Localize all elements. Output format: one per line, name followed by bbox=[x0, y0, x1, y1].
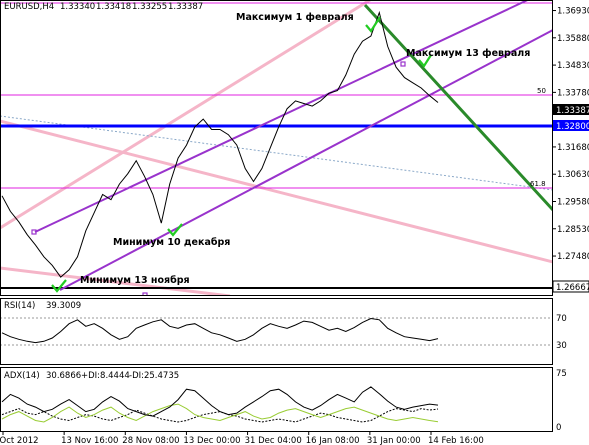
adx-panel-frame bbox=[0, 367, 553, 432]
adx-plus-di-label: +DI:8.4444 bbox=[81, 371, 130, 381]
price-tick-label: 1.27480 bbox=[557, 252, 589, 262]
adx-label: ADX(14) bbox=[4, 371, 40, 381]
annotation-min-dec10: Минимум 10 декабря bbox=[113, 237, 230, 248]
check-icon-min-dec10 bbox=[167, 223, 183, 237]
price-tick-label: 1.30630 bbox=[557, 170, 589, 180]
annotation-max-feb13: Максимум 13 февраля bbox=[406, 48, 530, 59]
low-price-box bbox=[552, 280, 589, 293]
adx-minus-di-line bbox=[1, 408, 439, 423]
support-price-label: 1.32800 bbox=[556, 122, 589, 132]
rsi-value: 39.3009 bbox=[46, 301, 81, 311]
chart-header-close: 1.33387 bbox=[168, 2, 203, 12]
support-price-box bbox=[553, 120, 589, 131]
marker-square-bottom bbox=[142, 292, 148, 295]
price-axis: 1.36930 1.35880 1.34830 1.33780 1.31680 1.306… bbox=[552, 7, 589, 262]
adx-level-75-label: 75 bbox=[556, 369, 567, 379]
time-tick-label: 30 Oct 2012 bbox=[0, 436, 39, 445]
pink-trendline-upper bbox=[1, 1, 371, 230]
adx-plus-di-line bbox=[1, 403, 439, 423]
time-tick-label: 14 Feb 16:00 bbox=[428, 436, 484, 445]
chart-header-high: 1.33418 bbox=[96, 2, 131, 12]
price-tick-label: 1.31680 bbox=[557, 143, 589, 153]
rsi-line bbox=[1, 317, 439, 344]
green-downtrend-line bbox=[363, 3, 552, 212]
pink-trendline-lower-2 bbox=[1, 266, 231, 295]
adx-line bbox=[1, 386, 439, 417]
fib-50-label: 50 bbox=[537, 87, 546, 95]
adx-minus-di-label: -DI:25.4735 bbox=[129, 371, 179, 381]
annotation-min-nov13: Минимум 13 ноября bbox=[80, 275, 190, 286]
check-icon-max-feb13 bbox=[418, 54, 432, 68]
time-tick-label: 16 Jan 08:00 bbox=[306, 436, 360, 445]
fib-618-label: 61.8 bbox=[530, 180, 546, 188]
time-tick-label: 28 Nov 08:00 bbox=[122, 436, 179, 445]
price-series-line bbox=[1, 10, 439, 278]
low-price-label: 1.26667 bbox=[556, 283, 589, 293]
check-icon-min-nov13 bbox=[51, 279, 67, 293]
chart-header-low: 1.33255 bbox=[132, 2, 167, 12]
time-tick-label: 31 Dec 04:00 bbox=[245, 436, 302, 445]
main-panel-frame bbox=[0, 0, 553, 296]
pink-trendline-lower-1 bbox=[1, 119, 552, 264]
rsi-level-70-label: 70 bbox=[556, 314, 567, 324]
chart-header-symbol: EURUSD,H4 bbox=[4, 2, 54, 12]
price-tick-label: 1.29580 bbox=[557, 197, 589, 207]
chart-header-open: 1.33340 bbox=[60, 2, 95, 12]
marker-square-left bbox=[31, 229, 37, 235]
marker-square-right bbox=[400, 61, 406, 67]
time-tick-label: 31 Jan 00:00 bbox=[367, 436, 421, 445]
adx-value: 30.6866 bbox=[46, 371, 81, 381]
time-axis: 30 Oct 2012 13 Nov 16:00 28 Nov 08:00 13 De… bbox=[0, 431, 484, 445]
current-price-box bbox=[553, 104, 589, 115]
adx-level-0-label: 0 bbox=[556, 423, 561, 433]
time-tick-label: 13 Nov 16:00 bbox=[61, 436, 118, 445]
purple-channel-lower bbox=[59, 29, 552, 291]
current-price-label: 1.33387 bbox=[556, 106, 589, 116]
dotted-trendline bbox=[1, 115, 552, 191]
price-tick-label: 1.35880 bbox=[557, 34, 589, 44]
purple-channel-upper bbox=[34, 1, 528, 233]
price-tick-label: 1.33780 bbox=[557, 88, 589, 98]
price-tick-label: 1.28530 bbox=[557, 225, 589, 235]
annotation-max-feb1: Максимум 1 февраля bbox=[236, 12, 354, 23]
rsi-panel-frame bbox=[0, 298, 553, 365]
check-icon-max-feb1 bbox=[365, 16, 381, 33]
rsi-label: RSI(14) bbox=[4, 301, 35, 311]
price-tick-label: 1.34830 bbox=[557, 61, 589, 71]
time-tick-label: 13 Dec 00:00 bbox=[183, 436, 240, 445]
rsi-level-30-label: 30 bbox=[556, 341, 567, 351]
price-tick-label: 1.36930 bbox=[557, 7, 589, 17]
